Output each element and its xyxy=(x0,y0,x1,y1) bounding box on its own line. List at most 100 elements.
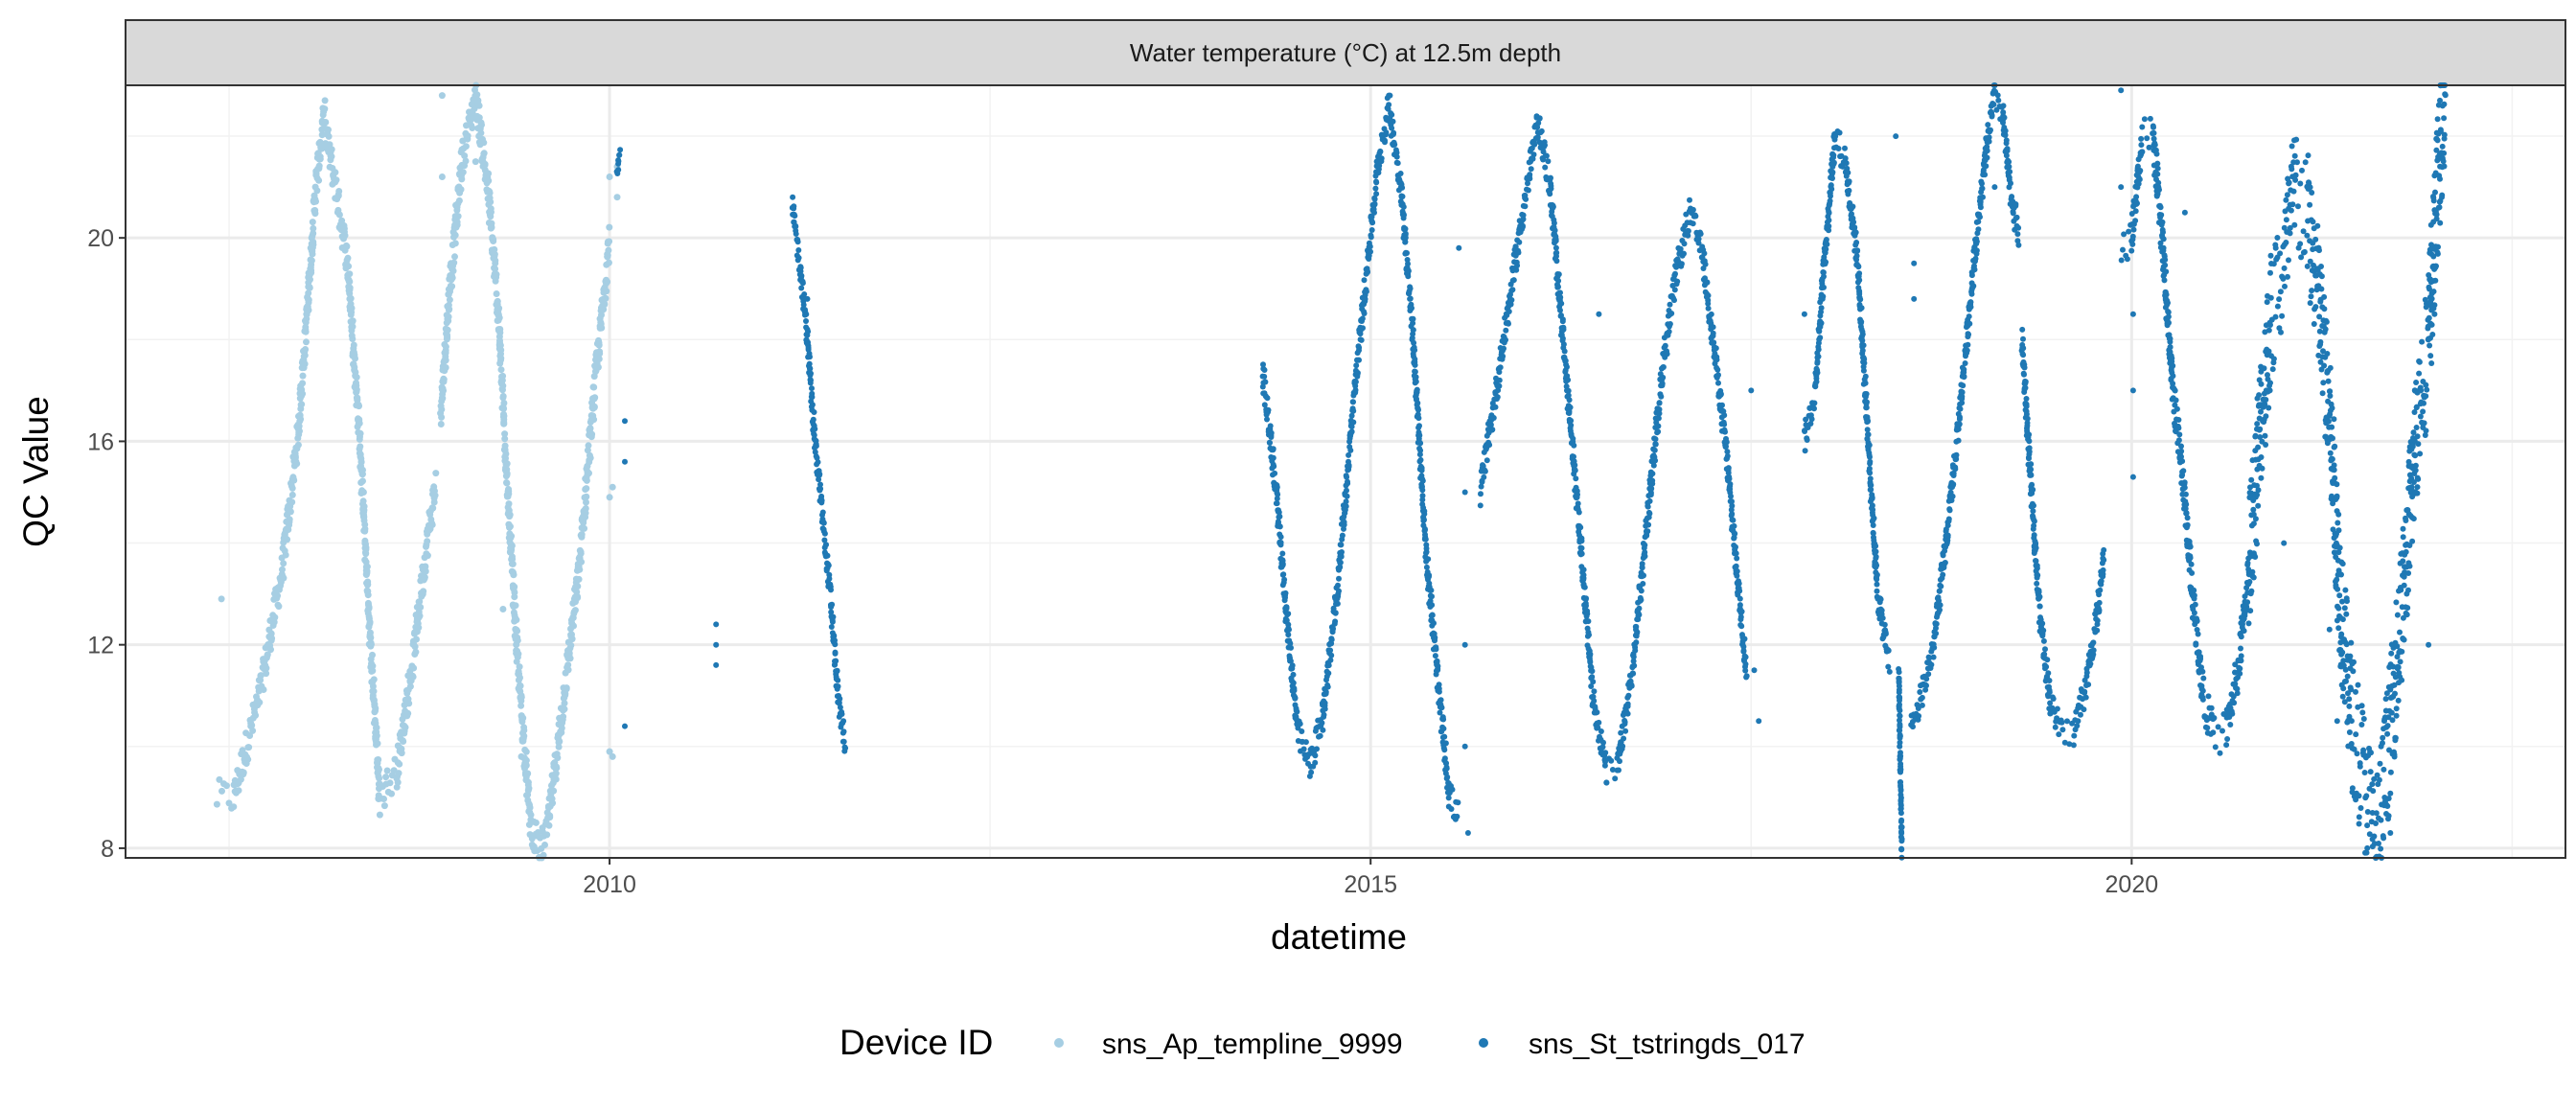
data-point xyxy=(387,779,394,786)
data-point xyxy=(835,678,840,683)
data-point xyxy=(1686,228,1691,234)
data-point xyxy=(1937,589,1943,594)
data-point xyxy=(596,342,603,349)
data-point xyxy=(825,553,831,559)
data-point xyxy=(2204,725,2210,730)
data-point xyxy=(1977,214,1983,219)
data-point xyxy=(2263,433,2268,439)
data-point xyxy=(325,127,332,133)
data-point xyxy=(2085,682,2091,687)
data-point xyxy=(2267,322,2273,328)
data-point xyxy=(1553,258,1559,264)
data-point xyxy=(400,738,406,745)
data-point xyxy=(1847,178,1852,184)
data-point xyxy=(1523,196,1529,202)
data-point xyxy=(1277,523,1283,529)
data-point xyxy=(1645,522,1651,528)
data-point xyxy=(376,766,382,773)
data-point xyxy=(1646,511,1652,517)
data-point xyxy=(584,477,590,484)
data-point xyxy=(1435,658,1440,664)
data-point xyxy=(1644,528,1650,534)
data-point xyxy=(357,430,364,437)
data-point xyxy=(1557,308,1563,313)
data-point xyxy=(1362,277,1368,283)
data-point xyxy=(1278,534,1284,540)
data-point xyxy=(510,561,517,567)
data-point xyxy=(2182,479,2188,485)
data-point xyxy=(1867,442,1873,448)
data-point xyxy=(1846,188,1852,194)
data-point xyxy=(1853,230,1859,236)
data-point xyxy=(2014,215,2020,220)
data-point xyxy=(377,812,383,819)
data-point xyxy=(1379,155,1385,161)
data-point xyxy=(2254,541,2260,546)
data-point xyxy=(2318,287,2324,292)
data-point xyxy=(1831,160,1837,166)
data-point xyxy=(1722,429,1728,435)
data-point xyxy=(1866,431,1872,437)
data-point xyxy=(2101,547,2106,553)
data-point xyxy=(2260,466,2266,472)
data-point xyxy=(1962,374,1967,380)
data-point xyxy=(1481,474,1486,480)
data-point xyxy=(1408,296,1414,302)
data-point xyxy=(2087,661,2093,667)
data-point xyxy=(2029,482,2035,488)
data-point xyxy=(2152,142,2158,148)
data-point xyxy=(1879,608,1885,613)
data-point xyxy=(2165,300,2171,306)
data-point xyxy=(2009,194,2014,199)
data-point xyxy=(2220,728,2225,734)
data-point xyxy=(1511,277,1517,283)
data-point xyxy=(1345,494,1350,499)
data-point xyxy=(299,390,306,397)
data-point xyxy=(454,219,461,225)
data-point xyxy=(801,291,807,297)
data-point xyxy=(2185,522,2191,528)
data-point xyxy=(798,265,804,270)
data-point xyxy=(2064,718,2070,724)
data-point xyxy=(438,406,445,413)
data-point xyxy=(2312,304,2318,310)
data-point xyxy=(2155,166,2161,172)
data-point xyxy=(1735,568,1740,574)
data-point xyxy=(1568,423,1574,428)
data-point xyxy=(2267,387,2273,393)
data-point xyxy=(583,485,589,492)
data-point xyxy=(311,210,318,217)
data-point xyxy=(1865,419,1871,425)
data-point xyxy=(1985,148,1990,153)
data-point xyxy=(2216,724,2221,729)
data-point xyxy=(1864,404,1870,410)
data-point xyxy=(1803,448,1808,453)
data-point xyxy=(401,730,407,737)
data-point xyxy=(1692,214,1698,219)
data-point xyxy=(795,247,801,253)
data-point xyxy=(2095,621,2101,627)
data-point xyxy=(1560,318,1566,324)
data-point xyxy=(2188,555,2194,561)
data-point xyxy=(1636,606,1642,612)
data-point xyxy=(1622,728,1628,734)
data-point xyxy=(2267,381,2273,386)
data-point xyxy=(280,575,287,582)
data-point xyxy=(2084,670,2090,676)
data-point xyxy=(1423,537,1429,543)
data-point xyxy=(567,655,574,661)
data-point xyxy=(1640,581,1645,587)
data-point xyxy=(2158,204,2164,210)
data-point xyxy=(1539,128,1545,134)
data-point xyxy=(2285,274,2290,280)
data-point xyxy=(1963,360,1968,366)
data-point xyxy=(578,548,585,555)
data-point xyxy=(517,663,523,670)
data-point xyxy=(2047,678,2053,683)
data-point xyxy=(286,519,292,525)
data-point xyxy=(2150,125,2156,130)
data-point xyxy=(1928,662,1934,668)
data-point xyxy=(1816,340,1822,346)
data-point xyxy=(830,614,836,620)
data-point xyxy=(429,505,436,512)
